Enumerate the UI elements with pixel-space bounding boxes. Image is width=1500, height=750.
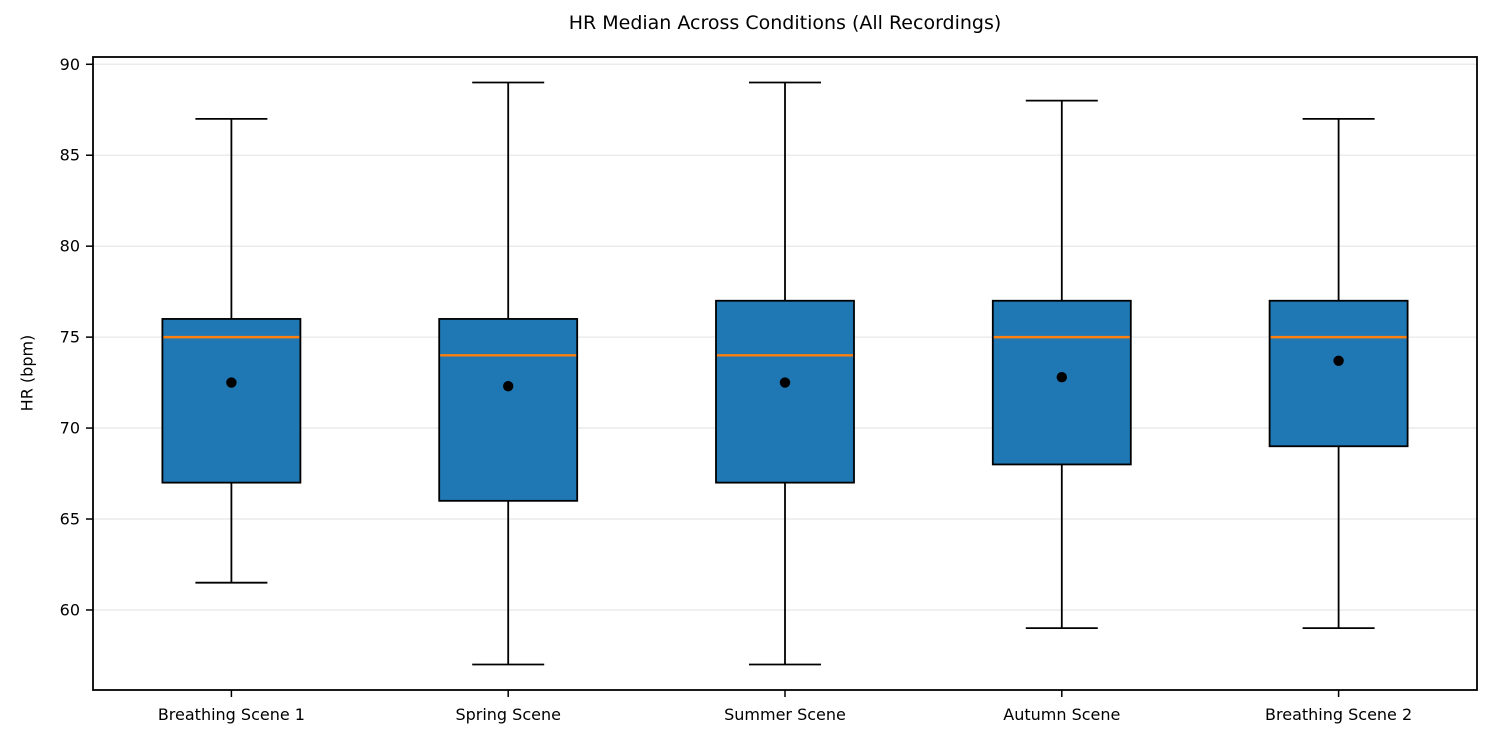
y-tick-label: 75 <box>60 328 80 347</box>
mean-marker-autumn-scene <box>1056 371 1068 383</box>
chart-title: HR Median Across Conditions (All Recordi… <box>568 12 1002 34</box>
x-tick-label-breathing-scene-1: Breathing Scene 1 <box>158 705 305 724</box>
x-tick-label-autumn-scene: Autumn Scene <box>1003 705 1120 724</box>
box-summer-scene <box>715 299 855 484</box>
axes-frame <box>92 56 1478 691</box>
mean-marker-summer-scene <box>779 377 791 388</box>
y-tick-label: 85 <box>60 146 80 165</box>
box-breathing-scene-1 <box>161 318 302 484</box>
mean-marker-breathing-scene-2 <box>1333 355 1344 366</box>
box-breathing-scene-2 <box>1268 299 1409 448</box>
y-axis-label: HR (bpm) <box>17 334 37 412</box>
box-autumn-scene <box>991 299 1132 466</box>
x-tick-label-spring-scene: Spring Scene <box>455 705 561 724</box>
mean-marker-breathing-scene-1 <box>226 377 237 388</box>
x-tick-label-summer-scene: Summer Scene <box>724 705 846 724</box>
box-spring-scene <box>438 318 579 502</box>
mean-marker-spring-scene <box>503 381 514 392</box>
y-tick-label: 60 <box>60 600 80 619</box>
y-tick-label: 80 <box>60 237 80 256</box>
y-tick-label: 70 <box>60 419 80 438</box>
x-tick-label-breathing-scene-2: Breathing Scene 2 <box>1265 705 1412 724</box>
y-tick-label: 90 <box>60 55 80 74</box>
y-tick-label: 65 <box>60 510 80 529</box>
